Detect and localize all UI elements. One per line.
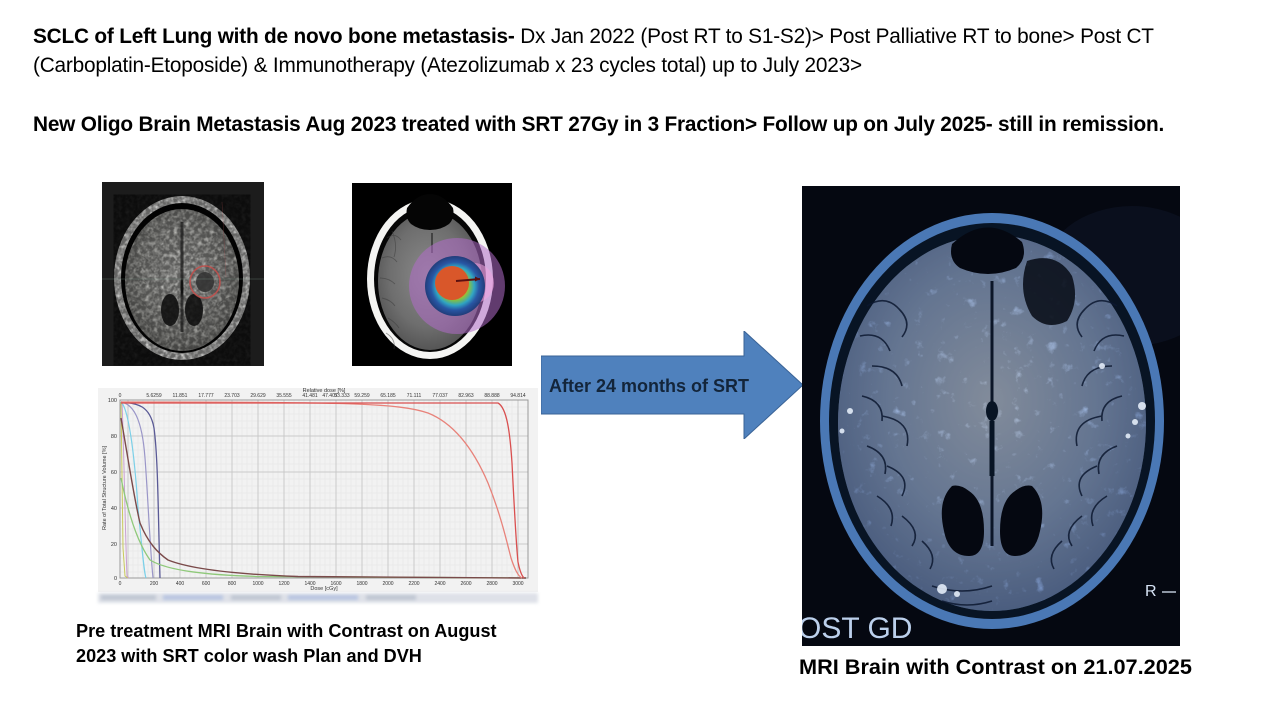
svg-text:1800: 1800 bbox=[356, 581, 367, 587]
svg-text:5.6259: 5.6259 bbox=[146, 393, 162, 399]
svg-text:100: 100 bbox=[108, 398, 117, 404]
svg-text:71.111: 71.111 bbox=[407, 393, 422, 399]
svg-text:After 24 months of SRT: After 24 months of SRT bbox=[549, 376, 749, 396]
svg-text:Dose [cGy]: Dose [cGy] bbox=[310, 586, 338, 592]
svg-text:200: 200 bbox=[150, 581, 159, 587]
svg-text:2600: 2600 bbox=[460, 581, 471, 587]
svg-text:Relative dose [%]: Relative dose [%] bbox=[303, 388, 346, 394]
svg-text:2000: 2000 bbox=[382, 581, 393, 587]
svg-text:2800: 2800 bbox=[486, 581, 497, 587]
svg-text:3000: 3000 bbox=[512, 581, 523, 587]
svg-text:60: 60 bbox=[111, 470, 117, 476]
svg-text:0: 0 bbox=[119, 581, 122, 587]
svg-text:65.185: 65.185 bbox=[380, 393, 396, 399]
svg-text:OST GD: OST GD bbox=[802, 612, 912, 645]
svg-text:29.629: 29.629 bbox=[250, 393, 266, 399]
svg-text:1200: 1200 bbox=[278, 581, 289, 587]
svg-text:20: 20 bbox=[111, 542, 117, 548]
svg-text:88.888: 88.888 bbox=[484, 393, 500, 399]
svg-text:77.037: 77.037 bbox=[432, 393, 448, 399]
svg-text:94.814: 94.814 bbox=[510, 393, 526, 399]
svg-text:59.259: 59.259 bbox=[354, 393, 370, 399]
svg-text:0: 0 bbox=[119, 393, 122, 399]
svg-text:80: 80 bbox=[111, 434, 117, 440]
svg-text:82.963: 82.963 bbox=[458, 393, 474, 399]
svg-text:35.555: 35.555 bbox=[276, 393, 292, 399]
svg-text:2400: 2400 bbox=[434, 581, 445, 587]
svg-text:0: 0 bbox=[114, 576, 117, 582]
svg-text:23.703: 23.703 bbox=[224, 393, 240, 399]
svg-text:R: R bbox=[1145, 583, 1157, 600]
svg-text:11.851: 11.851 bbox=[173, 393, 188, 399]
svg-text:2200: 2200 bbox=[408, 581, 419, 587]
svg-text:400: 400 bbox=[176, 581, 185, 587]
svg-text:600: 600 bbox=[202, 581, 211, 587]
svg-text:Rate of Total Structure Volume: Rate of Total Structure Volume [%] bbox=[102, 446, 108, 530]
svg-text:800: 800 bbox=[228, 581, 237, 587]
svg-text:17.777: 17.777 bbox=[198, 393, 214, 399]
svg-text:40: 40 bbox=[111, 506, 117, 512]
svg-text:1000: 1000 bbox=[252, 581, 263, 587]
